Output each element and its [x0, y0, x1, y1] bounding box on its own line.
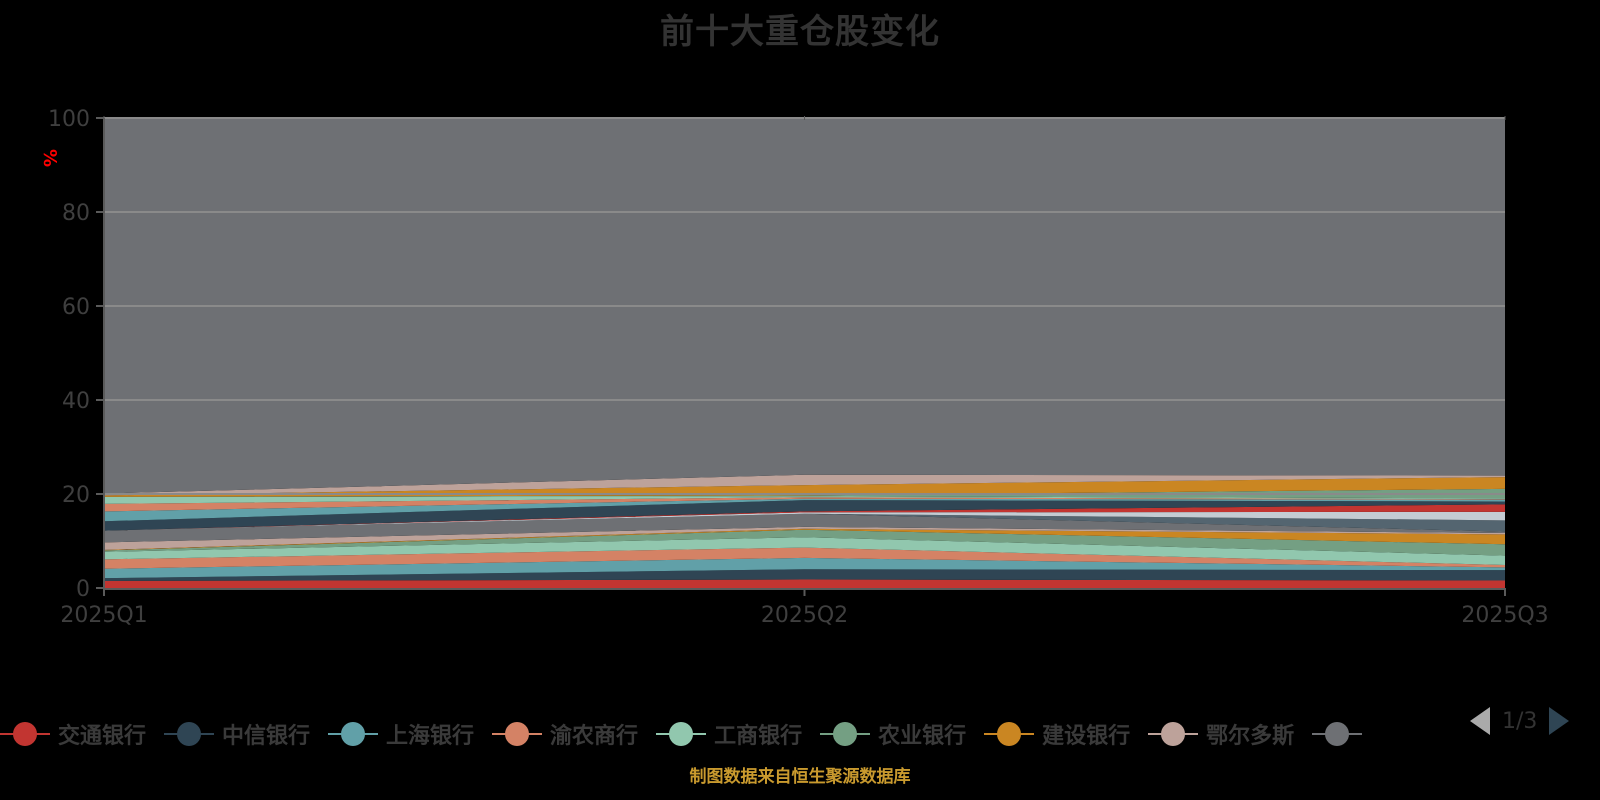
legend-next-page-icon[interactable] [1549, 707, 1570, 735]
legend-marker-icon [984, 721, 1035, 747]
area-series-0[interactable] [104, 579, 1505, 588]
area-series-11[interactable] [104, 504, 1505, 531]
legend-marker-icon [1312, 721, 1363, 747]
legend-item[interactable]: 交通银行 [0, 718, 146, 750]
legend-label: 交通银行 [58, 724, 147, 749]
area-series-16[interactable] [104, 488, 1505, 499]
data-source-footnote: 制图数据来自恒生聚源数据库 [689, 767, 911, 787]
x-tick-label: 2025Q1 [60, 603, 147, 628]
stacked-area-chart: 0 20 40 60 80 100 2025Q1 2025Q2 2025Q3 % [39, 107, 1549, 628]
area-series-4[interactable] [104, 537, 1505, 565]
legend-marker-icon [492, 721, 543, 747]
legend-label: 建设银行 [1042, 724, 1131, 749]
legend-marker-icon [656, 721, 707, 747]
area-series-17[interactable] [104, 477, 1505, 497]
area-series-10[interactable] [104, 511, 1505, 531]
legend-label: 鄂尔多斯 [1206, 724, 1295, 749]
legend-item[interactable]: 鄂尔多斯 [1148, 718, 1294, 750]
legend-label: 工商银行 [714, 724, 803, 749]
legend-label: 中信银行 [222, 724, 311, 749]
area-series-9[interactable] [104, 513, 1505, 532]
legend-item[interactable]: 建设银行 [984, 718, 1130, 750]
y-tick-label: 40 [62, 389, 90, 414]
area-series-2[interactable] [104, 557, 1505, 579]
legend: 交通银行 中信银行 上海银行 渝农商行 工商银行 农业银行 建设银行 鄂尔多斯 [0, 714, 1600, 754]
y-axis-unit-label: % [39, 149, 60, 167]
area-series-15[interactable] [104, 496, 1505, 504]
legend-marker-icon [820, 721, 871, 747]
chart-title: 前十大重仓股变化 [660, 12, 940, 52]
legend-label: 上海银行 [386, 724, 475, 749]
legend-item[interactable]: 中信银行 [164, 718, 310, 750]
y-tick-label: 100 [48, 107, 90, 132]
area-series-14[interactable] [104, 497, 1505, 512]
x-tick-label: 2025Q3 [1461, 603, 1548, 628]
y-tick-label: 20 [62, 483, 90, 508]
area-series-8[interactable] [104, 513, 1505, 543]
area-series-1[interactable] [104, 569, 1505, 581]
legend-item[interactable]: 渝农商行 [492, 718, 638, 750]
legend-marker-icon [0, 721, 50, 747]
legend-item[interactable] [1312, 721, 1370, 747]
area-series-12[interactable] [104, 500, 1505, 531]
area-series-3[interactable] [104, 547, 1505, 569]
area-series-13[interactable] [104, 498, 1505, 522]
area-series-6[interactable] [104, 528, 1505, 551]
y-tick-label: 60 [62, 295, 90, 320]
legend-prev-page-icon[interactable] [1470, 707, 1490, 735]
area-series-7[interactable] [104, 526, 1505, 550]
y-tick-label: 80 [62, 201, 90, 226]
legend-marker-icon [1148, 721, 1199, 747]
legend-marker-icon [164, 721, 215, 747]
area-layers [104, 118, 1505, 588]
legend-page-indicator: 1/3 [1502, 708, 1538, 734]
legend-label: 农业银行 [878, 724, 967, 749]
legend-pager: 1/3 [1470, 706, 1570, 736]
legend-marker-icon [328, 721, 379, 747]
legend-item[interactable]: 工商银行 [656, 718, 802, 750]
legend-item[interactable]: 农业银行 [820, 718, 966, 750]
area-series-18[interactable] [104, 474, 1505, 496]
area-series-5[interactable] [104, 529, 1505, 556]
legend-item[interactable]: 上海银行 [328, 718, 474, 750]
axes: 0 20 40 60 80 100 2025Q1 2025Q2 2025Q3 [48, 107, 1549, 628]
y-tick-label: 0 [76, 577, 90, 602]
x-tick-label: 2025Q2 [761, 603, 848, 628]
legend-label: 渝农商行 [550, 724, 639, 749]
